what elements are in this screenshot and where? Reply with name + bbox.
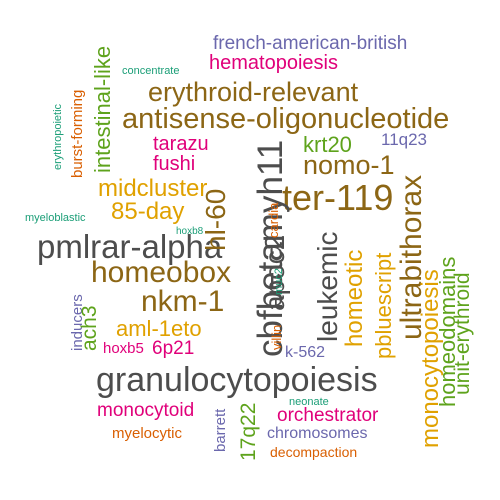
word: chromosomes <box>267 425 368 442</box>
word: 85-day <box>111 198 185 225</box>
word: granulocytopoiesis <box>96 361 378 399</box>
word: myelocytic <box>112 425 183 442</box>
word: burst-forming <box>69 89 86 178</box>
word: monocytoid <box>97 400 195 421</box>
word: hoxb5 <box>103 340 144 357</box>
word: aml-1eto <box>116 316 202 341</box>
word: 11q23 <box>381 130 428 149</box>
word: nkm-1 <box>141 285 225 318</box>
word: myeloblastic <box>25 212 86 224</box>
word: pbluescript <box>371 252 396 359</box>
word: muc2 <box>273 268 285 295</box>
word: nomo-1 <box>303 150 395 180</box>
word: orchestrator <box>277 405 379 426</box>
word: villin <box>269 324 284 350</box>
word: unit-erythroid <box>451 272 474 395</box>
word: erythroid-relevant <box>148 77 359 107</box>
word: ter-119 <box>282 177 394 218</box>
word: 6p21 <box>152 338 195 359</box>
word: hoxb8 <box>176 226 204 237</box>
word: french-american-british <box>213 33 408 54</box>
word: decompaction <box>270 444 358 460</box>
word: midcluster <box>98 175 208 202</box>
word: homeobox <box>91 256 232 289</box>
word: k-562 <box>285 344 326 361</box>
word: krt20 <box>303 132 352 157</box>
word: fushi <box>153 153 196 175</box>
word: homeotic <box>341 249 368 347</box>
word: 17q22 <box>237 402 260 461</box>
word: concentrate <box>122 65 180 77</box>
word: tarazu <box>153 133 209 155</box>
word: hematopoiesis <box>209 52 338 74</box>
word: pmlrar-alpha <box>37 228 223 265</box>
word: neonate <box>289 396 329 408</box>
word: leukemic <box>312 231 343 342</box>
word: ach3 <box>78 305 101 351</box>
word: erythropoietic <box>52 103 64 170</box>
word: intestinal-like <box>90 45 115 173</box>
word: barrett <box>212 408 229 452</box>
word: hl-60 <box>200 188 231 251</box>
word: antisense-oligonucleotide <box>122 103 450 135</box>
